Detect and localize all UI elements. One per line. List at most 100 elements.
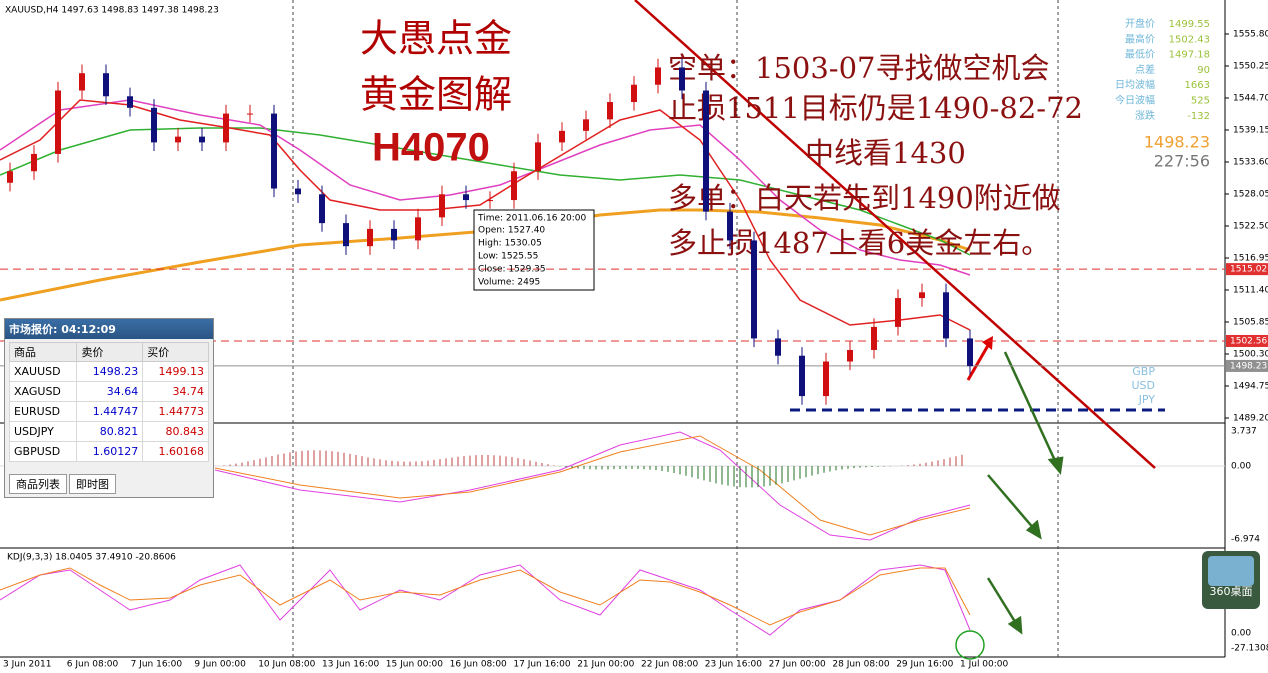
widget-label[interactable]: 360桌面 <box>1210 585 1253 598</box>
time-label: 28 Jun 08:00 <box>832 660 889 670</box>
quote-cell: 1498.23 <box>76 361 144 382</box>
candle-body <box>511 171 517 201</box>
candle-body <box>295 188 301 195</box>
price-tick: 1494.75 <box>1233 382 1268 392</box>
tab[interactable]: 即时图 <box>69 474 116 494</box>
candle-body <box>199 136 205 143</box>
candle-body <box>967 338 973 367</box>
candle-body <box>583 119 589 131</box>
quote-value: 1663 <box>1185 80 1210 91</box>
overlay-code: H4070 <box>372 126 490 170</box>
quote-cell: USDJPY <box>8 421 78 442</box>
time-label: 1 Jul 00:00 <box>960 660 1009 670</box>
column-header: 卖价 <box>76 342 144 362</box>
candle-body <box>607 102 613 120</box>
candle-body <box>655 67 661 85</box>
candle-body <box>943 292 949 339</box>
candle-body <box>367 228 373 247</box>
price-tick: 1550.25 <box>1233 62 1268 72</box>
price-label: 1515.02 <box>1230 265 1267 275</box>
candle-body <box>271 113 277 189</box>
market-watch: 市场报价: 04:12:09 商品 卖价 买价 XAUUSD 1498.23 1499.1… <box>4 318 214 498</box>
time-label: 22 Jun 08:00 <box>641 660 698 670</box>
quote-cell: XAUUSD <box>8 361 78 382</box>
quote-cell: XAGUSD <box>8 381 78 402</box>
market-watch-title: 市场报价: 04:12:09 <box>5 319 213 339</box>
tooltip-line: Close: 1529.35 <box>478 265 546 275</box>
macd-signal <box>214 435 971 536</box>
candle-body <box>151 107 157 143</box>
candle-body <box>823 361 829 397</box>
kdj-label: KDJ(9,3,3) 18.0405 37.4910 -20.8606 <box>7 553 176 563</box>
candle-body <box>799 355 805 397</box>
candle-body <box>535 142 541 172</box>
overlay-title: 大愚点金 <box>360 17 512 61</box>
tab[interactable]: 商品列表 <box>9 474 67 494</box>
kdj-line <box>0 567 971 626</box>
macd-tick: 0.00 <box>1231 462 1251 472</box>
moving-average <box>0 208 971 302</box>
tooltip-box <box>473 209 595 291</box>
tooltip-line: Low: 1525.55 <box>478 252 538 262</box>
candle-body <box>919 292 925 299</box>
quote-cell: 1.60127 <box>76 441 144 462</box>
price-label: 1502.56 <box>1230 336 1267 346</box>
symbol-line: XAUUSD,H4 1497.63 1498.83 1497.38 1498.2… <box>5 6 219 16</box>
overlay-title: 黄金图解 <box>360 73 512 117</box>
arrow-head <box>982 336 993 350</box>
quote-cell: EURUSD <box>8 401 78 422</box>
kdj-line <box>0 564 971 636</box>
price-tick: 1544.70 <box>1233 94 1268 104</box>
quote-label: 开盘价 <box>1125 17 1155 30</box>
tabs: 商品列表 即时图 <box>9 474 118 494</box>
quote-cell: 1.44747 <box>76 401 144 422</box>
tooltip-line: High: 1530.05 <box>478 239 542 249</box>
quote-label: 涨跌 <box>1135 109 1155 122</box>
time-label: 10 Jun 08:00 <box>258 660 315 670</box>
price-tick: 1522.50 <box>1233 222 1268 232</box>
price-tick: 1505.85 <box>1233 318 1268 328</box>
quote-cell: 1499.13 <box>142 361 209 382</box>
quote-value: -132 <box>1187 111 1210 122</box>
column-header: 商品 <box>8 342 78 362</box>
candle-body <box>223 113 229 143</box>
candle-body <box>319 194 325 224</box>
candle-body <box>415 217 421 241</box>
candle-body <box>55 90 61 154</box>
time-label: 23 Jun 16:00 <box>705 660 762 670</box>
candle-body <box>895 298 901 327</box>
quote-cell: 34.64 <box>76 381 144 402</box>
quote-cell: 1.44773 <box>142 401 209 422</box>
candle-body <box>559 130 565 143</box>
price-tick: 1528.05 <box>1233 190 1268 200</box>
candle-body <box>487 200 493 202</box>
arrows <box>986 351 1064 635</box>
tooltip-line: Time: 2011.06.16 20:00 <box>477 214 587 224</box>
decoration <box>0 0 1260 660</box>
moving-average <box>0 127 971 256</box>
quote-value: 1497.18 <box>1169 50 1210 61</box>
widget-icon <box>1208 556 1254 586</box>
currency-label: JPY <box>1138 393 1156 406</box>
quote-cell: GBPUSD <box>8 441 78 462</box>
time-label: 27 Jun 00:00 <box>769 660 826 670</box>
candle-body <box>175 136 181 143</box>
arrow <box>966 341 992 381</box>
price-tick: 1555.80 <box>1233 30 1268 40</box>
time-label: 6 Jun 08:00 <box>67 660 119 670</box>
candle-body <box>871 326 877 350</box>
macd-line <box>214 431 971 541</box>
time-label: 15 Jun 00:00 <box>386 660 443 670</box>
quote-value: 525 <box>1191 96 1210 107</box>
tooltip-line: Volume: 2495 <box>478 278 540 288</box>
note: 止损1511目标仍是1490-82-72 <box>668 91 1083 125</box>
note: 中线看1430 <box>805 136 966 170</box>
highlight-circle <box>955 630 985 660</box>
quote-value: 1499.55 <box>1169 19 1210 30</box>
time-label: 7 Jun 16:00 <box>131 660 183 670</box>
time-label: 13 Jun 16:00 <box>322 660 379 670</box>
time-label: 29 Jun 16:00 <box>896 660 953 670</box>
quote-row: XAGUSD 34.64 34.74 <box>8 381 209 402</box>
